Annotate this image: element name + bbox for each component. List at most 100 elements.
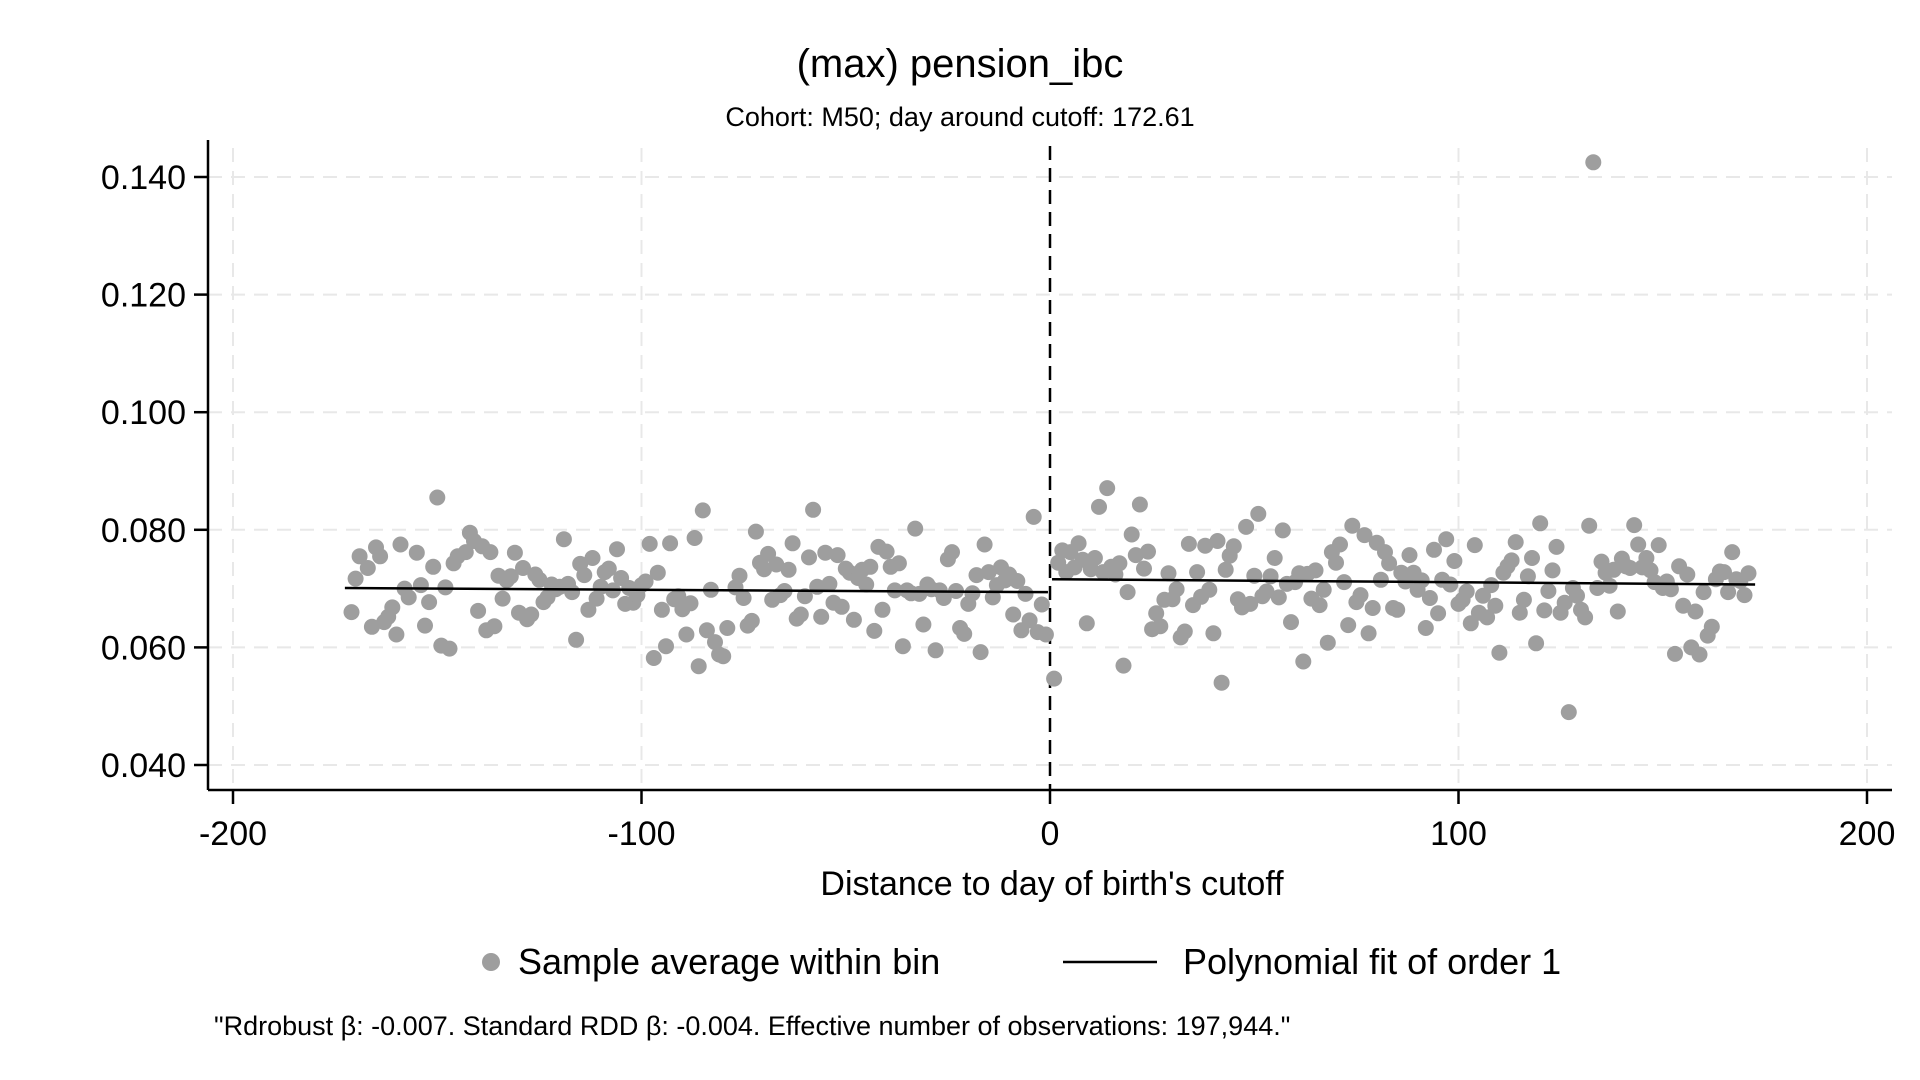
data-point bbox=[502, 568, 519, 585]
data-point bbox=[1622, 560, 1639, 576]
data-point bbox=[1601, 577, 1618, 594]
data-point bbox=[1070, 535, 1087, 552]
data-point bbox=[1479, 609, 1496, 626]
data-point bbox=[1033, 596, 1050, 613]
data-point bbox=[1328, 554, 1344, 571]
data-point bbox=[1360, 625, 1377, 642]
data-point bbox=[1430, 605, 1447, 622]
data-point bbox=[1372, 571, 1389, 588]
data-point bbox=[984, 589, 1001, 606]
data-point bbox=[359, 560, 376, 576]
y-tick-labels: 0.040 0.060 0.080 0.100 0.120 0.140 bbox=[101, 159, 208, 785]
data-point bbox=[1307, 562, 1324, 579]
data-point bbox=[801, 549, 817, 566]
data-point bbox=[670, 588, 687, 605]
data-point bbox=[1209, 533, 1226, 549]
data-point bbox=[690, 658, 707, 675]
y-tick-label: 0.120 bbox=[101, 277, 186, 315]
data-point bbox=[653, 601, 670, 618]
data-point bbox=[494, 590, 511, 607]
data-point bbox=[833, 598, 850, 615]
data-point bbox=[515, 560, 531, 576]
data-point bbox=[1401, 547, 1418, 564]
data-point bbox=[862, 558, 879, 575]
legend: Sample average within bin Polynomial fit… bbox=[482, 941, 1561, 982]
y-tick-label: 0.040 bbox=[101, 747, 186, 785]
data-point bbox=[1532, 515, 1549, 532]
legend-label-points: Sample average within bin bbox=[518, 941, 940, 982]
data-point bbox=[1176, 623, 1193, 640]
data-point bbox=[1356, 527, 1373, 544]
data-point bbox=[1332, 536, 1348, 553]
data-point bbox=[1009, 573, 1026, 589]
data-point bbox=[1205, 625, 1222, 642]
y-tick-label: 0.080 bbox=[101, 512, 186, 550]
data-point bbox=[1119, 584, 1136, 601]
data-point bbox=[1417, 620, 1434, 636]
data-point bbox=[1111, 555, 1128, 572]
data-point bbox=[641, 535, 658, 552]
data-point bbox=[1238, 518, 1255, 535]
data-point bbox=[347, 570, 364, 587]
data-point bbox=[417, 617, 433, 634]
data-point bbox=[784, 535, 801, 552]
data-point bbox=[1691, 646, 1708, 663]
data-point bbox=[1197, 537, 1214, 554]
data-point bbox=[1352, 587, 1369, 604]
data-point bbox=[1605, 561, 1622, 578]
data-point bbox=[1180, 535, 1197, 552]
data-point bbox=[927, 642, 944, 659]
data-point bbox=[1716, 564, 1732, 581]
x-tick-label: -200 bbox=[199, 815, 267, 853]
data-point bbox=[568, 631, 585, 648]
data-point bbox=[1225, 538, 1242, 555]
fit-line-segment bbox=[344, 586, 1048, 594]
data-point bbox=[343, 604, 360, 621]
data-point bbox=[1274, 522, 1291, 539]
x-axis-title: Distance to day of birth's cutoff bbox=[820, 865, 1284, 903]
data-point bbox=[592, 578, 609, 595]
data-point bbox=[429, 489, 446, 506]
data-point bbox=[866, 622, 883, 639]
data-point bbox=[980, 564, 997, 581]
data-point bbox=[1136, 560, 1152, 577]
data-point bbox=[421, 594, 438, 611]
data-point bbox=[1017, 585, 1034, 602]
data-point bbox=[1438, 531, 1455, 548]
data-point bbox=[372, 548, 389, 565]
data-point bbox=[1487, 597, 1504, 614]
data-point bbox=[1189, 564, 1206, 581]
data-point bbox=[609, 541, 625, 558]
data-point bbox=[686, 530, 703, 546]
data-point bbox=[792, 606, 809, 623]
data-point bbox=[678, 626, 695, 643]
data-point bbox=[1115, 657, 1132, 674]
data-point bbox=[523, 606, 540, 623]
data-point bbox=[1724, 544, 1741, 561]
data-point bbox=[506, 544, 523, 561]
data-point bbox=[1736, 587, 1753, 604]
data-point bbox=[363, 618, 380, 635]
data-point bbox=[944, 544, 960, 561]
legend-marker-points bbox=[482, 953, 500, 971]
data-point bbox=[1650, 537, 1667, 554]
data-point bbox=[400, 589, 417, 606]
data-point bbox=[564, 584, 581, 601]
data-point bbox=[780, 561, 797, 578]
data-point bbox=[756, 561, 773, 578]
data-point bbox=[1577, 609, 1594, 626]
data-point bbox=[747, 523, 764, 540]
y-tick-label: 0.100 bbox=[101, 394, 186, 432]
data-point bbox=[576, 567, 593, 584]
data-point bbox=[1319, 634, 1336, 651]
data-point bbox=[707, 634, 723, 651]
data-point bbox=[1536, 602, 1553, 619]
data-point bbox=[735, 590, 752, 606]
data-point bbox=[845, 611, 862, 628]
data-point bbox=[1511, 604, 1528, 621]
data-point bbox=[645, 650, 662, 666]
data-point bbox=[1250, 505, 1267, 522]
data-point bbox=[874, 601, 891, 618]
data-point bbox=[658, 638, 674, 655]
data-point bbox=[637, 573, 654, 590]
